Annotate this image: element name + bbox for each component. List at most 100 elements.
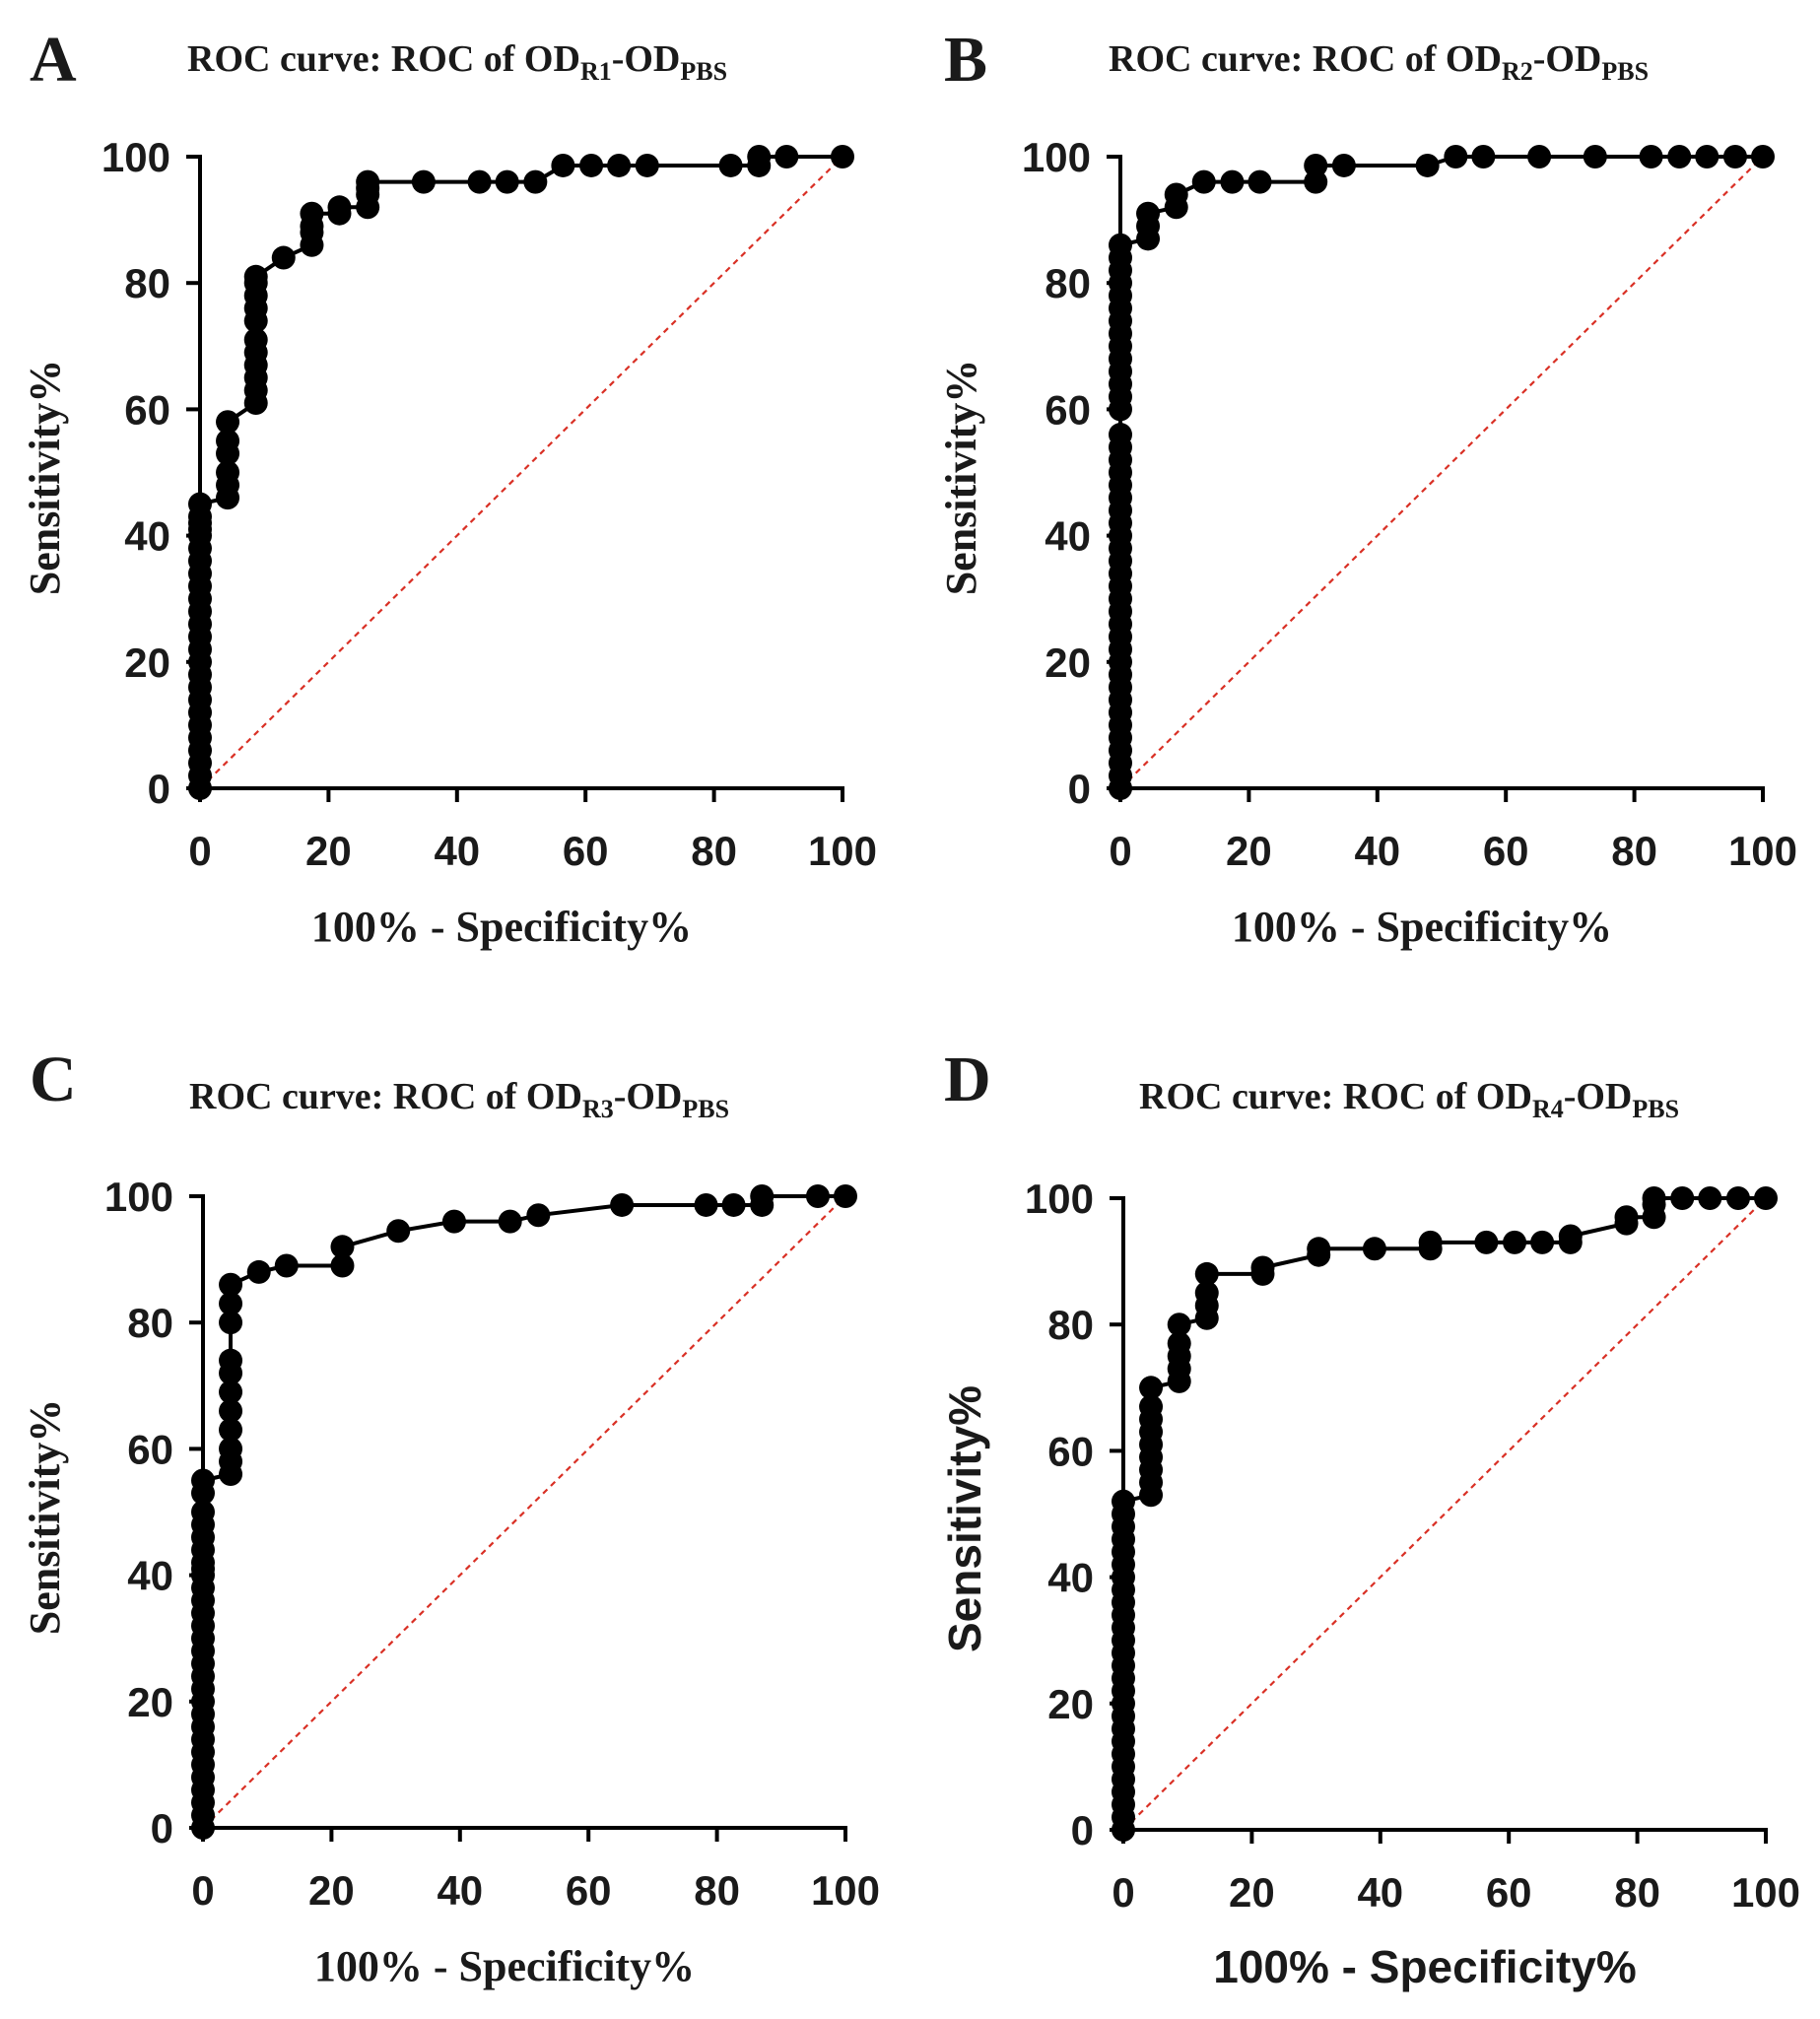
roc-point (1642, 1186, 1666, 1210)
roc-point (386, 1219, 411, 1244)
panel-letter: B (944, 24, 987, 96)
chart-title-subscript: R2 (1502, 57, 1533, 86)
x-tick-label: 100 (811, 1867, 880, 1914)
roc-point (219, 1398, 243, 1423)
y-tick-label: 100 (101, 134, 170, 180)
y-tick-label: 100 (1022, 134, 1091, 180)
roc-point (411, 169, 436, 194)
y-tick-label: 40 (1045, 513, 1091, 560)
panel-letter: D (944, 1043, 991, 1115)
roc-point (246, 1259, 271, 1284)
y-tick-label: 20 (124, 639, 170, 686)
roc-point (274, 1253, 299, 1278)
x-tick-label: 60 (563, 828, 609, 874)
roc-point (1751, 145, 1775, 168)
roc-point (327, 195, 352, 220)
x-tick-label: 80 (1611, 828, 1657, 874)
x-tick-label: 40 (1357, 1869, 1403, 1916)
y-tick-label: 0 (1071, 1807, 1094, 1853)
roc-point (219, 1272, 243, 1297)
chart-title-main: ROC curve: ROC of OD (1139, 1076, 1532, 1117)
x-tick-label: 20 (308, 1867, 355, 1914)
y-tick-label: 40 (1047, 1555, 1094, 1601)
roc-point (1304, 169, 1328, 194)
chart-title: ROC curve: ROC of ODR4-ODPBS (1139, 1076, 1679, 1123)
reference-diagonal-line (1122, 1197, 1767, 1831)
y-tick-label: 60 (1047, 1428, 1094, 1474)
chart-title-mid: -OD (1564, 1076, 1633, 1117)
roc-point (1583, 145, 1607, 168)
roc-point (243, 327, 268, 352)
roc-point (1530, 1230, 1555, 1254)
y-tick-label: 40 (127, 1553, 173, 1599)
roc-point (271, 245, 296, 270)
roc-point (1695, 145, 1719, 168)
roc-point (219, 1437, 243, 1461)
roc-point (1136, 201, 1161, 226)
roc-panel-c: C ROC curve: ROC of ODR3-ODPBS 0 20 40 60 80 10… (21, 1043, 880, 1990)
roc-point (1164, 182, 1188, 207)
chart-title: ROC curve: ROC of ODR1-ODPBS (187, 38, 727, 86)
roc-point (1667, 145, 1692, 168)
chart-title-subscript: R3 (582, 1095, 614, 1123)
chart-title-mid: -OD (1533, 38, 1602, 80)
roc-point (219, 1311, 243, 1335)
roc-point (1722, 145, 1747, 168)
x-tick-label: 0 (1112, 1869, 1134, 1916)
reference-diagonal-line (202, 1195, 846, 1829)
reference-diagonal-line (1119, 156, 1764, 789)
roc-point (1109, 423, 1132, 447)
roc-point (498, 1209, 522, 1234)
y-tick-label: 100 (1025, 1176, 1094, 1222)
chart-title-subscript: R4 (1532, 1095, 1564, 1123)
chart-title-mid: -OD (612, 38, 681, 80)
x-tick-label: 100 (1731, 1869, 1800, 1916)
roc-point (1194, 1261, 1219, 1286)
roc-point (1247, 169, 1272, 194)
roc-point (356, 169, 380, 194)
roc-point (219, 1418, 243, 1443)
x-tick-label: 0 (1109, 828, 1131, 874)
roc-point (216, 410, 240, 435)
x-axis-label: 100% - Specificity% (1213, 1941, 1637, 1992)
x-axis-label: 100% - Specificity% (1232, 903, 1612, 951)
x-tick-label: 0 (191, 1867, 214, 1914)
roc-point (635, 153, 659, 177)
chart-title-subscript: R1 (580, 57, 612, 86)
chart-title: ROC curve: ROC of ODR2-ODPBS (1109, 38, 1649, 86)
x-tick-label: 80 (694, 1867, 740, 1914)
roc-point (579, 153, 604, 177)
roc-point (551, 153, 575, 177)
roc-point (219, 1348, 243, 1373)
roc-point (1167, 1331, 1191, 1356)
roc-point (1362, 1237, 1386, 1261)
roc-point (721, 1192, 746, 1217)
y-tick-label: 80 (1047, 1302, 1094, 1348)
roc-point (216, 429, 240, 453)
y-tick-label: 80 (127, 1300, 173, 1346)
roc-point (1527, 145, 1552, 168)
roc-point (243, 264, 268, 289)
roc-point (219, 1380, 243, 1404)
roc-point (694, 1192, 718, 1217)
roc-point (191, 1500, 215, 1524)
roc-point (1139, 1376, 1164, 1400)
y-tick-label: 60 (1045, 386, 1091, 433)
roc-point (441, 1209, 466, 1234)
y-axis-label: Sensitivity% (937, 360, 985, 596)
roc-point (831, 145, 854, 168)
roc-panel-d: D ROC curve: ROC of ODR4-ODPBS 0 20 40 60 80 10… (939, 1043, 1800, 1992)
roc-point (1109, 233, 1132, 257)
roc-point (191, 1468, 215, 1493)
y-tick-label: 0 (151, 1805, 173, 1851)
y-tick-label: 0 (148, 766, 170, 812)
roc-point (1639, 145, 1663, 168)
roc-point (1558, 1224, 1583, 1248)
y-tick-label: 20 (1047, 1681, 1094, 1727)
x-tick-label: 20 (1229, 1869, 1275, 1916)
chart-title-mid: -OD (614, 1076, 683, 1117)
roc-point (330, 1253, 355, 1278)
y-tick-label: 60 (127, 1426, 173, 1472)
y-tick-label: 40 (124, 513, 170, 560)
roc-point (610, 1192, 635, 1217)
